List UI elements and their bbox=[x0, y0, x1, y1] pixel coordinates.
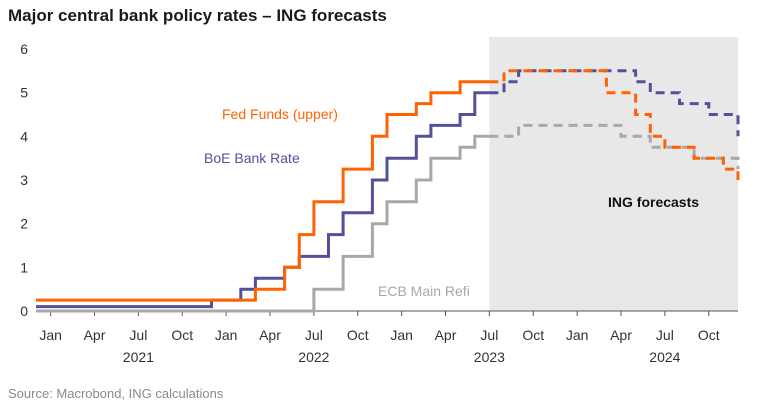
forecast-region-label: ING forecasts bbox=[608, 194, 699, 210]
x-tick-label: Oct bbox=[698, 327, 720, 343]
series-line-fed-funds-upper bbox=[36, 80, 490, 302]
source-note: Source: Macrobond, ING calculations bbox=[8, 386, 224, 401]
x-tick-label: Jan bbox=[215, 327, 238, 343]
x-tick-label: Apr bbox=[259, 327, 281, 343]
year-label: 2024 bbox=[649, 349, 680, 365]
y-tick-label: 2 bbox=[20, 216, 28, 232]
y-tick-label: 1 bbox=[20, 259, 28, 275]
x-tick-label: Apr bbox=[610, 327, 632, 343]
x-tick-label: Jul bbox=[305, 327, 323, 343]
y-tick-label: 3 bbox=[20, 172, 28, 188]
series-annotation: ECB Main Refi bbox=[378, 283, 470, 299]
series-annotation: Fed Funds (upper) bbox=[222, 106, 338, 122]
series-line-ecb-main-refi bbox=[36, 134, 490, 313]
year-label: 2021 bbox=[123, 349, 154, 365]
series-forecast-line-fed-funds-upper bbox=[489, 69, 740, 180]
chart-title: Major central bank policy rates – ING fo… bbox=[8, 6, 387, 25]
year-label: 2022 bbox=[298, 349, 329, 365]
x-tick-label: Jan bbox=[566, 327, 589, 343]
y-tick-label: 5 bbox=[20, 85, 28, 101]
y-tick-label: 0 bbox=[20, 303, 28, 319]
x-tick-label: Jan bbox=[39, 327, 62, 343]
year-label: 2023 bbox=[474, 349, 505, 365]
x-tick-label: Oct bbox=[522, 327, 544, 343]
x-tick-label: Jan bbox=[390, 327, 413, 343]
x-tick-label: Apr bbox=[435, 327, 457, 343]
x-tick-label: Jul bbox=[129, 327, 147, 343]
series-annotation: BoE Bank Rate bbox=[204, 150, 300, 166]
x-tick-label: Jul bbox=[656, 327, 674, 343]
series-forecast-line-boe-bank-rate bbox=[489, 69, 740, 137]
x-tick-label: Apr bbox=[84, 327, 106, 343]
y-tick-label: 6 bbox=[20, 41, 28, 57]
x-tick-label: Jul bbox=[480, 327, 498, 343]
series-line-boe-bank-rate bbox=[36, 91, 490, 309]
y-tick-label: 4 bbox=[20, 128, 28, 144]
x-tick-label: Oct bbox=[347, 327, 369, 343]
x-tick-label: Oct bbox=[171, 327, 193, 343]
forecast-region bbox=[489, 37, 738, 311]
